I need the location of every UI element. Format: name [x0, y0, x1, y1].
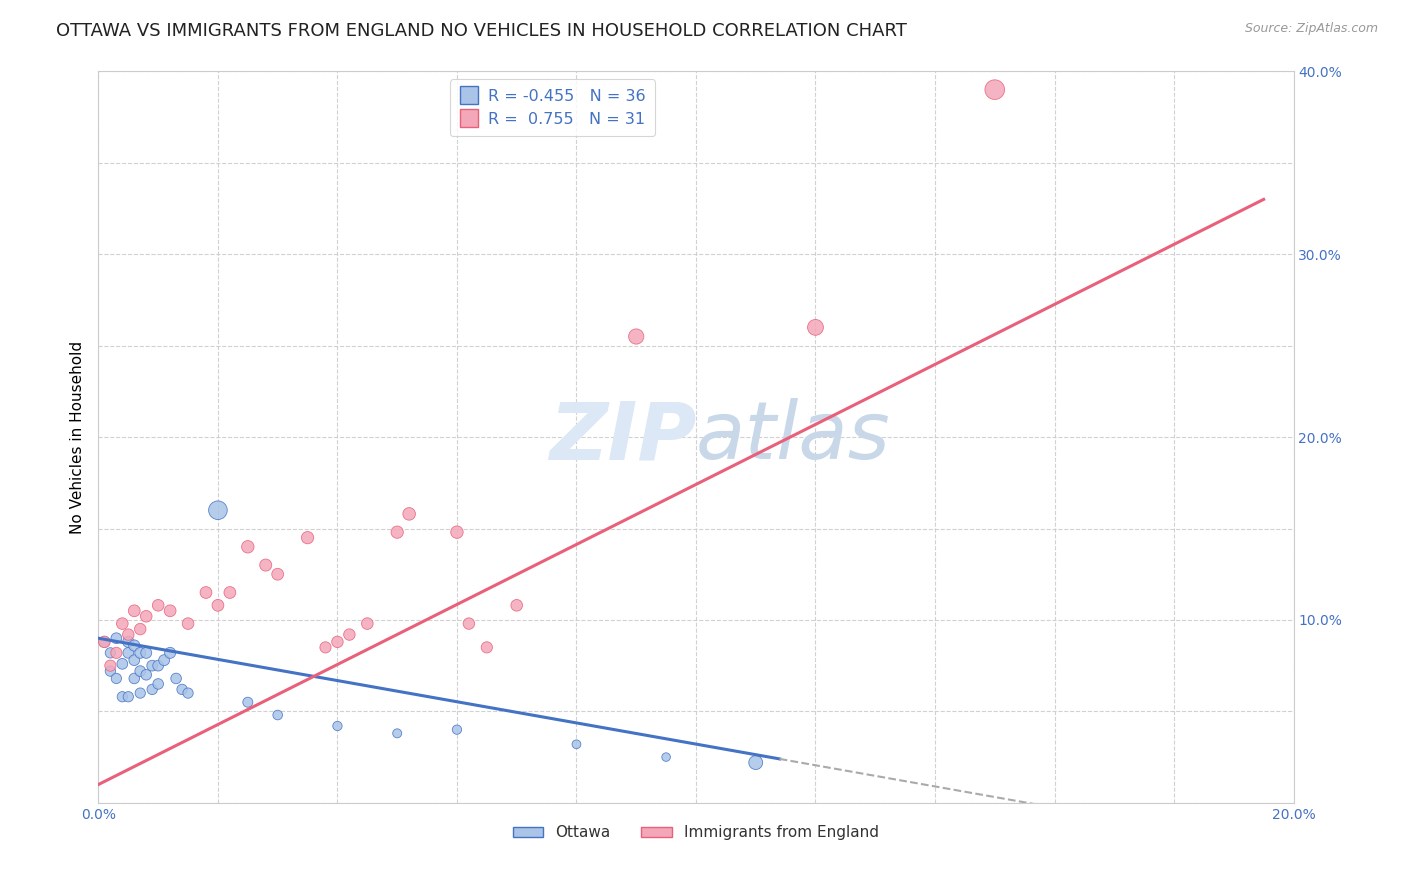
Point — [339, 627, 361, 641]
Legend: Ottawa, Immigrants from England: Ottawa, Immigrants from England — [506, 819, 886, 847]
Point — [111, 657, 134, 671]
Point — [105, 646, 128, 660]
Point — [356, 616, 378, 631]
Point — [135, 667, 157, 681]
Point — [207, 599, 229, 613]
Point — [111, 616, 134, 631]
Point — [141, 682, 163, 697]
Point — [148, 599, 170, 613]
Point — [148, 677, 170, 691]
Point — [165, 672, 187, 686]
Point — [98, 664, 122, 678]
Point — [297, 531, 319, 545]
Point — [148, 658, 170, 673]
Point — [475, 640, 498, 655]
Point — [315, 640, 337, 655]
Point — [117, 690, 139, 704]
Point — [153, 653, 176, 667]
Point — [141, 658, 163, 673]
Point — [129, 686, 152, 700]
Point — [129, 664, 152, 678]
Text: atlas: atlas — [696, 398, 891, 476]
Point — [98, 658, 122, 673]
Point — [124, 604, 146, 618]
Point — [267, 708, 290, 723]
Point — [129, 622, 152, 636]
Point — [124, 653, 146, 667]
Point — [446, 525, 468, 540]
Point — [117, 627, 139, 641]
Point — [626, 329, 648, 343]
Point — [236, 540, 259, 554]
Point — [565, 737, 588, 751]
Point — [385, 525, 409, 540]
Text: OTTAWA VS IMMIGRANTS FROM ENGLAND NO VEHICLES IN HOUSEHOLD CORRELATION CHART: OTTAWA VS IMMIGRANTS FROM ENGLAND NO VEH… — [56, 22, 907, 40]
Point — [254, 558, 277, 573]
Point — [135, 609, 157, 624]
Point — [219, 585, 242, 599]
Point — [172, 682, 194, 697]
Point — [105, 632, 128, 646]
Point — [124, 672, 146, 686]
Point — [385, 726, 409, 740]
Point — [111, 690, 134, 704]
Point — [129, 646, 152, 660]
Point — [159, 604, 181, 618]
Point — [446, 723, 468, 737]
Point — [124, 639, 146, 653]
Point — [458, 616, 481, 631]
Point — [93, 635, 115, 649]
Point — [267, 567, 290, 582]
Point — [93, 635, 115, 649]
Point — [177, 616, 200, 631]
Point — [105, 672, 128, 686]
Text: Source: ZipAtlas.com: Source: ZipAtlas.com — [1244, 22, 1378, 36]
Point — [195, 585, 218, 599]
Point — [398, 507, 420, 521]
Point — [236, 695, 259, 709]
Point — [135, 646, 157, 660]
Point — [159, 646, 181, 660]
Point — [655, 750, 678, 764]
Point — [984, 82, 1007, 96]
Point — [506, 599, 529, 613]
Point — [117, 646, 139, 660]
Point — [326, 635, 349, 649]
Text: ZIP: ZIP — [548, 398, 696, 476]
Point — [98, 646, 122, 660]
Point — [745, 756, 768, 770]
Point — [177, 686, 200, 700]
Y-axis label: No Vehicles in Household: No Vehicles in Household — [69, 341, 84, 533]
Point — [326, 719, 349, 733]
Point — [804, 320, 827, 334]
Point — [207, 503, 229, 517]
Point — [117, 635, 139, 649]
